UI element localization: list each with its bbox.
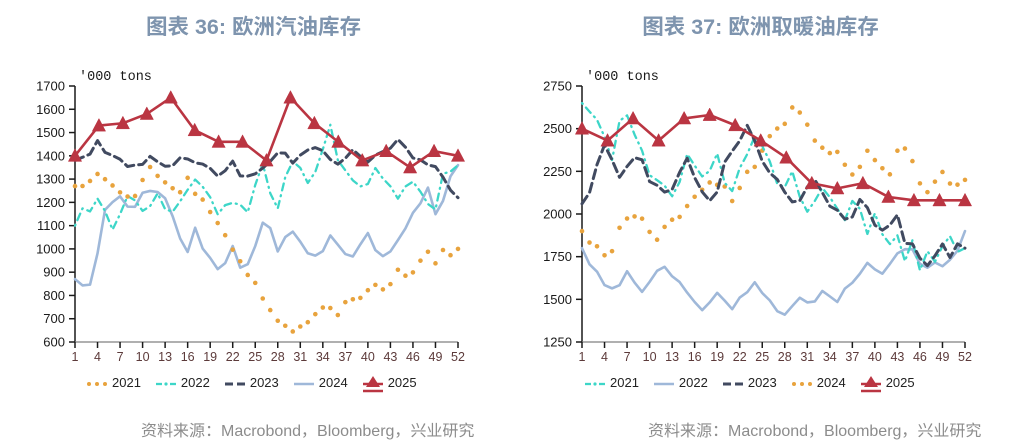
svg-text:22: 22 [226, 350, 240, 364]
svg-text:43: 43 [383, 350, 397, 364]
svg-text:13: 13 [665, 350, 679, 364]
svg-text:4: 4 [601, 350, 608, 364]
svg-text:1000: 1000 [36, 241, 65, 256]
svg-text:37: 37 [338, 350, 352, 364]
svg-text:'000 tons: '000 tons [79, 70, 152, 85]
svg-text:1200: 1200 [36, 195, 65, 210]
svg-text:13: 13 [158, 350, 172, 364]
svg-text:31: 31 [800, 350, 814, 364]
svg-text:1400: 1400 [36, 148, 65, 163]
svg-text:31: 31 [293, 350, 307, 364]
svg-text:28: 28 [271, 350, 285, 364]
svg-text:19: 19 [203, 350, 217, 364]
svg-text:10: 10 [643, 350, 657, 364]
svg-text:1500: 1500 [543, 292, 572, 307]
svg-text:2000: 2000 [543, 207, 572, 222]
svg-text:10: 10 [136, 350, 150, 364]
svg-text:'000 tons: '000 tons [586, 70, 659, 85]
svg-text:40: 40 [868, 350, 882, 364]
svg-text:52: 52 [451, 350, 465, 364]
svg-text:34: 34 [823, 350, 837, 364]
svg-text:7: 7 [624, 350, 631, 364]
svg-text:25: 25 [248, 350, 262, 364]
svg-text:37: 37 [845, 350, 859, 364]
svg-text:49: 49 [429, 350, 443, 364]
svg-text:1250: 1250 [543, 335, 572, 350]
svg-text:4: 4 [94, 350, 101, 364]
svg-text:800: 800 [43, 288, 65, 303]
svg-text:1600: 1600 [36, 102, 65, 117]
svg-text:2500: 2500 [543, 121, 572, 136]
svg-text:25: 25 [755, 350, 769, 364]
svg-text:52: 52 [958, 350, 972, 364]
svg-text:1500: 1500 [36, 125, 65, 140]
svg-text:19: 19 [710, 350, 724, 364]
svg-text:28: 28 [778, 350, 792, 364]
svg-text:2250: 2250 [543, 164, 572, 179]
svg-text:22: 22 [733, 350, 747, 364]
svg-text:700: 700 [43, 311, 65, 326]
svg-text:34: 34 [316, 350, 330, 364]
svg-text:900: 900 [43, 265, 65, 280]
svg-text:1100: 1100 [37, 218, 65, 233]
svg-text:600: 600 [43, 335, 65, 350]
svg-text:1: 1 [72, 350, 79, 364]
svg-text:16: 16 [181, 350, 195, 364]
svg-text:1700: 1700 [36, 79, 65, 94]
svg-text:2750: 2750 [543, 79, 572, 94]
svg-text:46: 46 [913, 350, 927, 364]
svg-text:43: 43 [890, 350, 904, 364]
svg-text:16: 16 [688, 350, 702, 364]
svg-text:46: 46 [406, 350, 420, 364]
svg-text:1300: 1300 [36, 172, 65, 187]
svg-text:7: 7 [117, 350, 124, 364]
svg-text:1750: 1750 [543, 249, 572, 264]
svg-text:1: 1 [579, 350, 586, 364]
svg-text:49: 49 [936, 350, 950, 364]
svg-text:40: 40 [361, 350, 375, 364]
